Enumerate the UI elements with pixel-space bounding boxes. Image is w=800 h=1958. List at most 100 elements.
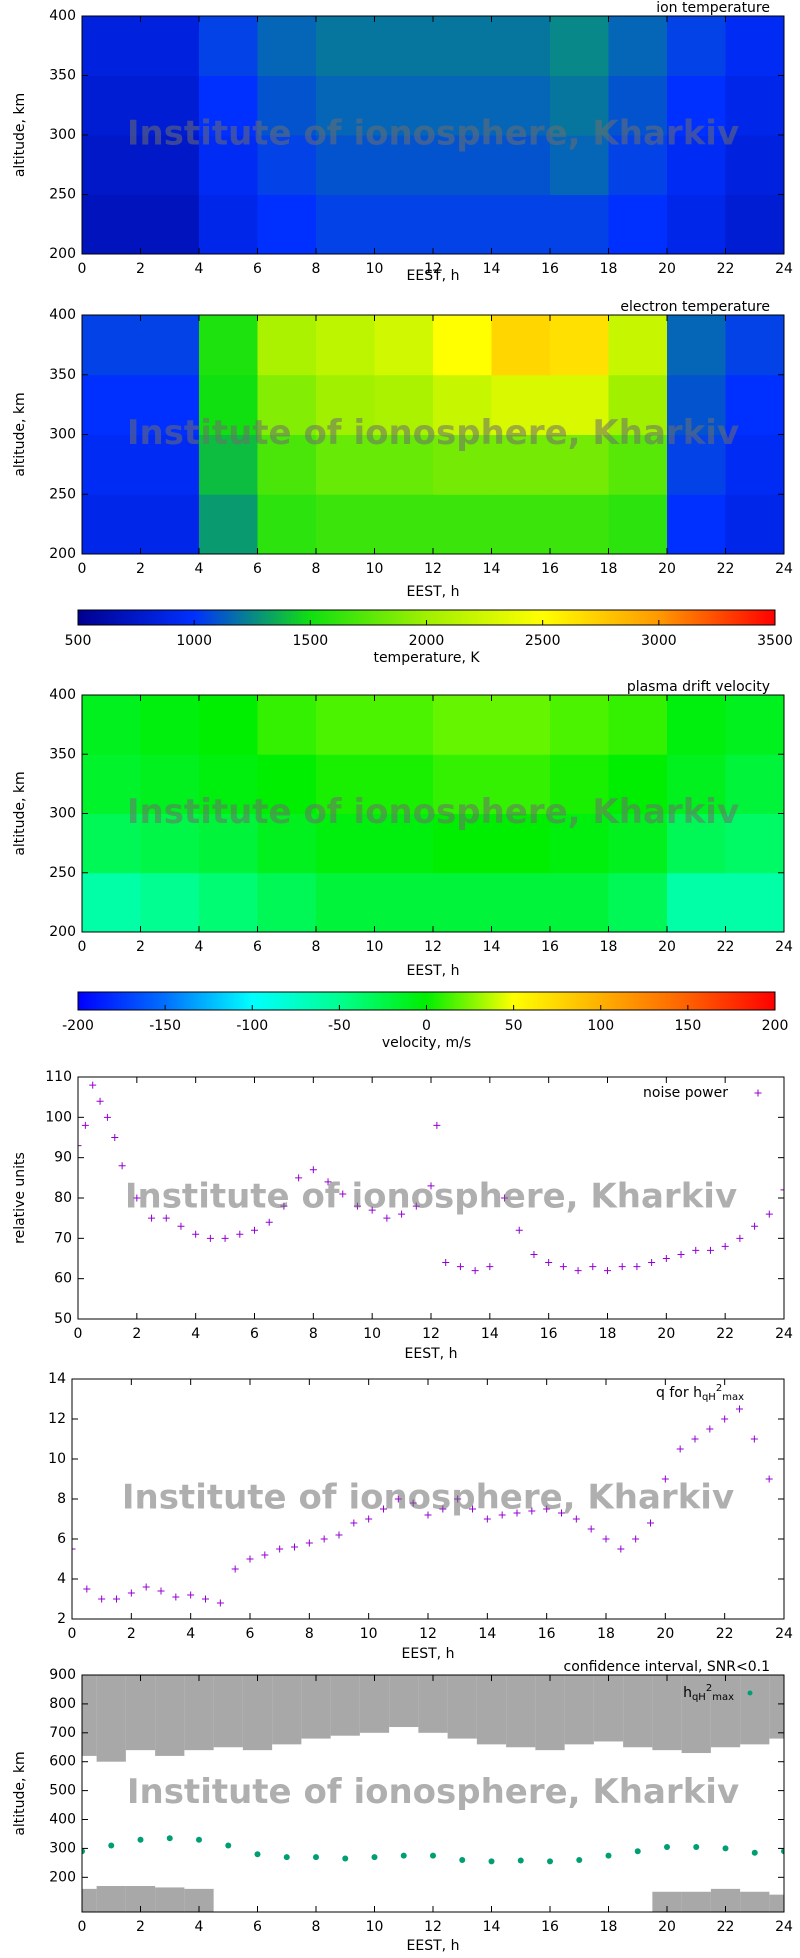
plus-marker [265,1218,273,1226]
plus-marker [765,1475,773,1483]
y-tick-label: 200 [49,546,76,562]
plus-marker [111,1134,119,1141]
colorbar-label: temperature, K [373,650,480,666]
x-tick-label: 18 [600,939,618,955]
plus-marker [398,1210,406,1218]
watermark: Institute of ionosphere, Kharkiv [127,114,739,154]
colorbar-tick-label: -200 [62,1018,94,1034]
point [547,1858,553,1865]
y-tick-label: 500 [49,1783,76,1799]
plus-marker [412,1202,420,1210]
upper-interval [506,1675,536,1748]
heat-cell [550,374,609,435]
y-tick-label: 90 [54,1150,72,1166]
plus-marker [587,1525,595,1533]
heat-cell [140,754,200,814]
heat-cell [82,434,141,495]
heat-cell [608,494,668,554]
plus-marker [736,1234,744,1242]
point [693,1843,700,1850]
plus-marker [187,1591,195,1599]
heat-cell [374,194,434,254]
x-axis-label: EEST, h [407,1938,460,1954]
plus-marker [409,1499,417,1507]
y-tick-label: 80 [54,1190,72,1206]
x-tick-label: 20 [658,939,676,955]
heat-cell [316,754,375,814]
point [605,1852,612,1859]
heat-cell [140,434,200,495]
x-tick-label: 8 [309,1326,318,1342]
heat-cell [82,135,141,195]
heat-cell [608,75,668,136]
x-tick-label: 18 [600,1919,618,1935]
plus-marker [750,1435,758,1443]
plus-marker [380,1505,387,1513]
heat-cell [374,374,434,435]
lower-interval [769,1894,784,1912]
y-tick-label: 300 [49,806,76,822]
heat-cell [140,135,200,195]
heat-cell [82,374,141,435]
y-tick-label: 4 [57,1571,66,1587]
y-tick-label: 250 [49,865,76,881]
x-tick-label: 18 [600,561,618,577]
heat-cell [374,872,434,932]
plus-marker [221,1234,229,1242]
heat-cell [491,75,551,136]
x-tick-label: 16 [541,939,559,955]
x-tick-label: 12 [419,1626,437,1642]
point [225,1842,232,1849]
colorbar-tick-label: -100 [236,1018,268,1034]
heat-cell [140,194,200,254]
x-tick-label: 4 [195,561,204,577]
plus-marker [574,1267,582,1275]
y-tick-label: 14 [48,1371,66,1387]
heat-cell [374,135,434,195]
point [576,1856,583,1863]
heat-cell [433,754,492,814]
x-tick-label: 16 [540,1326,558,1342]
point [342,1855,349,1862]
plot-area [78,1081,784,1275]
heat-cell [608,813,668,874]
plus-marker [202,1595,209,1603]
heat-cell [433,813,492,874]
plus-marker [172,1593,180,1601]
plus-marker [291,1543,298,1551]
x-tick-label: 14 [483,939,501,955]
plus-marker [280,1202,288,1210]
x-tick-label: 14 [481,1326,499,1342]
plus-marker [471,1267,479,1275]
x-tick-label: 24 [775,261,793,277]
colorbar-tick-label: 0 [422,1018,431,1034]
x-tick-label: 10 [363,1326,381,1342]
heat-cell [82,194,141,254]
plus-marker [454,1495,462,1503]
upper-interval [301,1675,331,1739]
plus-marker [81,1121,89,1129]
x-tick-label: 20 [656,1626,674,1642]
x-tick-label: 8 [312,261,321,277]
x-tick-label: 6 [253,939,262,955]
plus-marker [127,1589,135,1597]
heat-cell [550,695,609,755]
heat-cell [433,872,492,932]
x-tick-label: 4 [195,1919,204,1935]
heat-cell [374,494,434,554]
heat-cell [667,695,726,755]
heat-cell [257,75,317,136]
plus-marker [309,1166,317,1174]
x-tick-label: 14 [483,561,501,577]
colorbar-tick-label: 3500 [757,633,793,649]
point [664,1843,670,1850]
heat-cell [433,194,492,254]
plus-marker [96,1097,104,1105]
x-axis-label: EEST, h [407,963,460,979]
heat-cell [374,16,434,76]
x-tick-label: 12 [424,1919,442,1935]
plus-marker [83,1585,91,1593]
plus-marker [780,1186,784,1194]
x-tick-label: 0 [78,561,87,577]
heat-cell [199,434,258,495]
